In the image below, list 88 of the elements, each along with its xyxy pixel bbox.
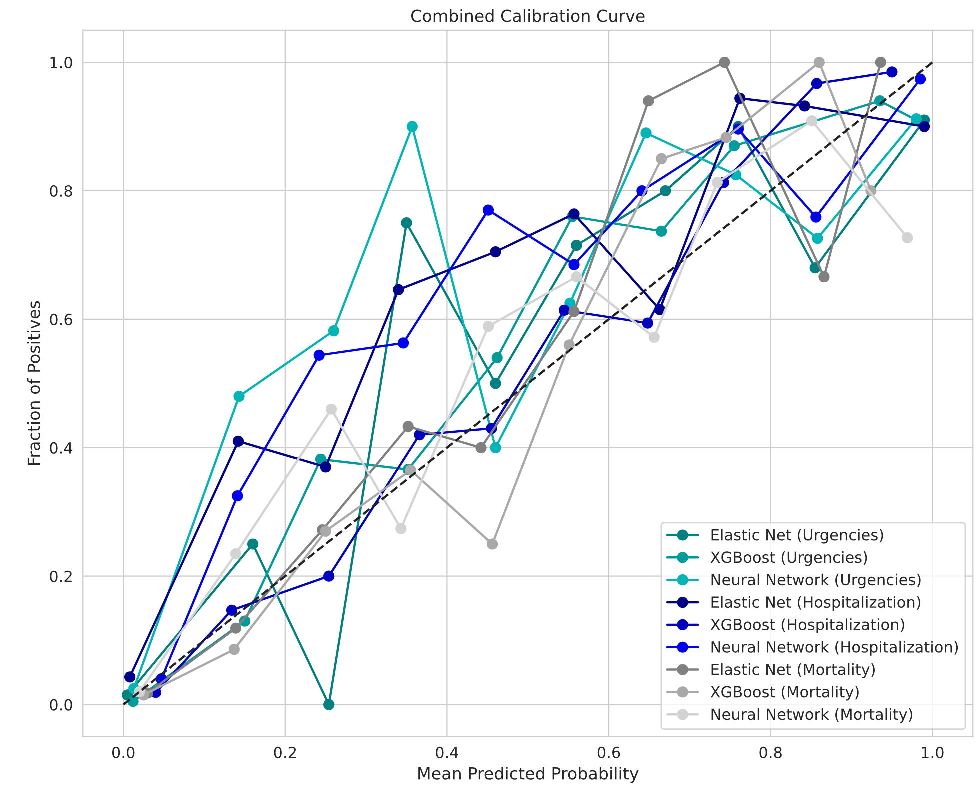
point bbox=[492, 352, 503, 364]
y-axis-title: Fraction of Positives bbox=[27, 301, 40, 466]
y-tick-label: 0.2 bbox=[50, 570, 72, 582]
point bbox=[568, 208, 580, 220]
x-tick-label: 0.2 bbox=[274, 746, 296, 758]
chart-title: Combined Calibration Curve bbox=[411, 9, 645, 22]
point bbox=[398, 338, 410, 349]
point bbox=[656, 153, 668, 164]
x-axis-title: Mean Predicted Probability bbox=[418, 766, 639, 784]
point bbox=[568, 259, 580, 270]
point bbox=[660, 185, 672, 197]
point bbox=[642, 318, 654, 329]
point bbox=[902, 232, 914, 244]
point bbox=[812, 232, 824, 244]
point bbox=[886, 66, 898, 78]
point bbox=[656, 226, 668, 238]
point bbox=[640, 128, 652, 139]
point bbox=[247, 538, 259, 550]
x-tick-label: 1.0 bbox=[922, 746, 944, 758]
point bbox=[124, 672, 136, 683]
point bbox=[875, 56, 886, 68]
point bbox=[486, 538, 498, 550]
point bbox=[914, 74, 926, 85]
y-tick-label: 1.0 bbox=[50, 57, 72, 69]
legend-label: Elastic Net (Hospitalization) bbox=[712, 596, 921, 612]
legend-label: XGBoost (Mortality) bbox=[710, 686, 859, 701]
point bbox=[324, 570, 335, 582]
point bbox=[818, 272, 830, 283]
point bbox=[315, 454, 327, 466]
point bbox=[232, 436, 244, 448]
y-tick-label: 0.8 bbox=[50, 185, 72, 198]
legend-label: XGBoost (Hospitalization) bbox=[710, 618, 904, 634]
point bbox=[406, 121, 418, 132]
point bbox=[320, 526, 332, 537]
legend-label: Neural Network (Urgencies) bbox=[712, 574, 921, 589]
x-tick-label: 0.8 bbox=[760, 746, 782, 758]
x-tick-label: 0.0 bbox=[112, 746, 135, 758]
y-tick-label: 0.4 bbox=[50, 442, 73, 454]
point bbox=[326, 404, 338, 415]
point bbox=[482, 204, 494, 216]
point bbox=[476, 442, 487, 454]
point bbox=[482, 320, 494, 332]
point bbox=[393, 284, 404, 296]
point bbox=[571, 240, 582, 252]
point bbox=[226, 604, 238, 616]
point bbox=[314, 350, 325, 361]
point bbox=[232, 490, 244, 502]
point bbox=[571, 272, 582, 283]
y-tick-label: 0.0 bbox=[50, 699, 72, 711]
point bbox=[490, 442, 502, 454]
point bbox=[558, 304, 570, 316]
point bbox=[719, 56, 730, 68]
x-tick-label: 0.4 bbox=[436, 746, 459, 758]
point bbox=[712, 177, 723, 188]
legend-label: Elastic Net (Mortality) bbox=[712, 664, 875, 678]
legend-label: Elastic Net (Urgencies) bbox=[712, 528, 884, 544]
point bbox=[234, 390, 245, 402]
point bbox=[320, 462, 332, 473]
legend-label: XGBoost (Urgencies) bbox=[710, 551, 868, 566]
point bbox=[648, 332, 660, 343]
point bbox=[806, 115, 818, 127]
point bbox=[405, 464, 416, 476]
point bbox=[799, 100, 810, 112]
point bbox=[643, 96, 654, 107]
point bbox=[414, 430, 426, 441]
point bbox=[568, 306, 580, 318]
point bbox=[328, 325, 340, 337]
point bbox=[402, 421, 414, 432]
x-tick-label: 0.6 bbox=[598, 746, 620, 758]
point bbox=[811, 78, 823, 90]
point bbox=[919, 121, 930, 132]
point bbox=[324, 699, 335, 710]
point bbox=[396, 523, 407, 534]
point bbox=[401, 218, 412, 229]
point bbox=[720, 132, 732, 144]
point bbox=[490, 378, 502, 390]
point bbox=[490, 246, 502, 258]
legend-label: Neural Network (Mortality) bbox=[712, 708, 913, 724]
legend-label: Neural Network (Hospitalization) bbox=[712, 641, 958, 656]
point bbox=[728, 140, 740, 152]
point bbox=[814, 56, 825, 68]
point bbox=[810, 212, 822, 223]
point bbox=[230, 622, 242, 634]
point bbox=[564, 340, 575, 351]
y-tick-label: 0.6 bbox=[50, 314, 72, 326]
point bbox=[228, 644, 240, 656]
point bbox=[128, 696, 139, 708]
point bbox=[230, 548, 242, 560]
